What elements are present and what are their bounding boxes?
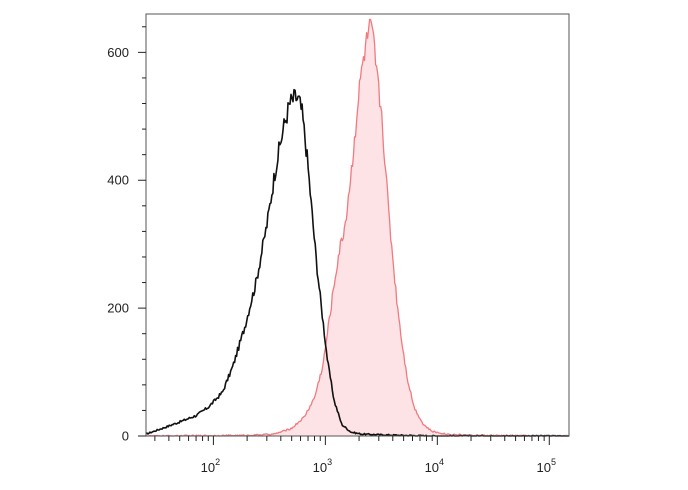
- plot-frame: [145, 13, 570, 437]
- x-tick-label: 104: [425, 457, 444, 475]
- x-axis: 102 103 104 105: [154, 436, 556, 475]
- y-tick-label: 200: [107, 301, 129, 316]
- series-1-area: [146, 19, 569, 437]
- y-tick-label: 0: [122, 429, 129, 444]
- y-tick-label: 600: [107, 45, 129, 60]
- x-tick-label: 103: [313, 457, 332, 475]
- series-layer: [145, 18, 570, 437]
- y-axis: 0 200 400 600: [107, 26, 146, 444]
- x-tick-label: 102: [201, 457, 220, 475]
- x-tick-label: 105: [537, 457, 556, 475]
- y-tick-label: 400: [107, 173, 129, 188]
